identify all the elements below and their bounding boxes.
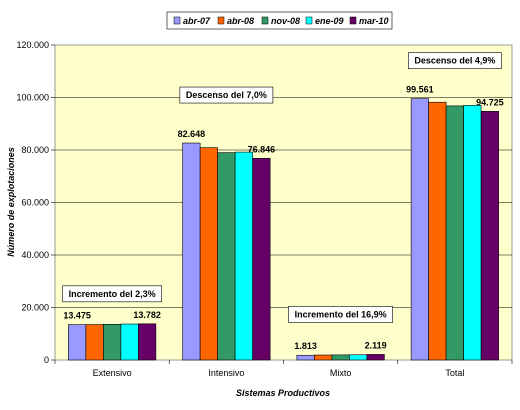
- annotation-text: Incremento del 16,9%: [295, 309, 387, 319]
- x-axis-title: Sistemas Productivos: [236, 388, 330, 398]
- bar-abr-07-intensivo: [182, 142, 201, 361]
- y-tick-label: 120.000: [16, 40, 49, 50]
- data-label: 82.648: [178, 129, 206, 139]
- bar-nov-08-extensivo: [103, 323, 122, 361]
- data-label: 13.782: [133, 310, 161, 320]
- data-labels: 13.475 13.782 82.648 76.846 1.813 2.119 99.561…: [63, 85, 503, 352]
- annotation-box: [62, 285, 162, 303]
- annotation-box: [408, 52, 502, 69]
- y-tick-label: 60.000: [21, 198, 49, 208]
- legend-swatch: [217, 16, 225, 25]
- category-label: Mixto: [330, 368, 352, 378]
- bar-mar-10-extensivo: [138, 323, 157, 361]
- bar-abr-08-mixto: [314, 354, 333, 361]
- annotation: Descenso del 4,9%: [408, 52, 502, 69]
- annotation-text: Descenso del 7,0%: [186, 90, 267, 100]
- y-tick-label: 40.000: [21, 250, 49, 260]
- bar-nov-08-intensivo: [217, 152, 236, 361]
- annotation: Descenso del 7,0%: [179, 86, 274, 104]
- legend-swatch: [173, 16, 181, 25]
- y-tick-label: 20.000: [21, 303, 49, 313]
- legend-swatch: [261, 16, 269, 25]
- bar-ene-09-extensivo: [120, 323, 139, 361]
- legend-label: ene-09: [315, 16, 344, 26]
- bar-nov-08-total: [445, 105, 464, 361]
- bar-ene-09-mixto: [349, 354, 368, 361]
- legend-label: nov-08: [271, 16, 300, 26]
- bar-nov-08-mixto: [331, 354, 350, 361]
- annotation-box: [288, 306, 393, 323]
- data-label: 2.119: [365, 340, 387, 350]
- bar-abr-07-extensivo: [68, 324, 87, 361]
- bar-abr-08-extensivo: [85, 324, 104, 361]
- annotation: Incremento del 2,3%: [62, 285, 162, 303]
- legend-swatch: [349, 16, 357, 25]
- bar-abr-08-intensivo: [199, 147, 218, 361]
- data-label: 13.475: [63, 311, 91, 321]
- bar-ene-09-intensivo: [234, 151, 253, 361]
- data-label: 94.725: [476, 97, 504, 107]
- annotation-text: Descenso del 4,9%: [414, 56, 495, 66]
- annotation-box: [179, 86, 274, 104]
- y-ticks: 0 20.000 40.000 60.000 80.000 100.000 120.000: [16, 40, 55, 365]
- category-label: Extensivo: [93, 368, 132, 378]
- bar-mar-10-mixto: [366, 354, 385, 361]
- legend-swatch: [305, 16, 313, 25]
- bar-mar-10-total: [480, 111, 499, 361]
- legend-box: [166, 11, 393, 30]
- annotation-text: Incremento del 2,3%: [69, 289, 156, 299]
- bars: [68, 98, 499, 361]
- data-label: 1.813: [294, 341, 317, 351]
- legend-label: abr-08: [227, 16, 254, 26]
- data-label: 76.846: [248, 144, 276, 154]
- legend-label: abr-07: [183, 16, 211, 26]
- annotation: Incremento del 16,9%: [288, 306, 393, 323]
- category-label: Intensivo: [208, 368, 244, 378]
- x-ticks: Extensivo Intensivo Mixto Total: [54, 360, 513, 378]
- annotations: Incremento del 2,3% Descenso del 7,0% Incr…: [62, 52, 502, 323]
- legend-label: mar-10: [359, 16, 389, 26]
- category-label: Total: [445, 368, 464, 378]
- y-tick-label: 0: [44, 355, 49, 365]
- bar-abr-08-total: [428, 101, 447, 361]
- y-axis-title: Número de explotaciones: [6, 147, 16, 257]
- y-tick-label: 100.000: [16, 93, 49, 103]
- data-label: 99.561: [406, 85, 434, 95]
- bar-ene-09-total: [463, 105, 482, 361]
- bar-abr-07-total: [410, 98, 429, 361]
- bar-mar-10-intensivo: [252, 157, 271, 361]
- y-tick-label: 80.000: [21, 145, 49, 155]
- legend: abr-07 abr-08 nov-08 ene-09 mar-10: [166, 11, 393, 30]
- bar-abr-07-mixto: [296, 354, 315, 361]
